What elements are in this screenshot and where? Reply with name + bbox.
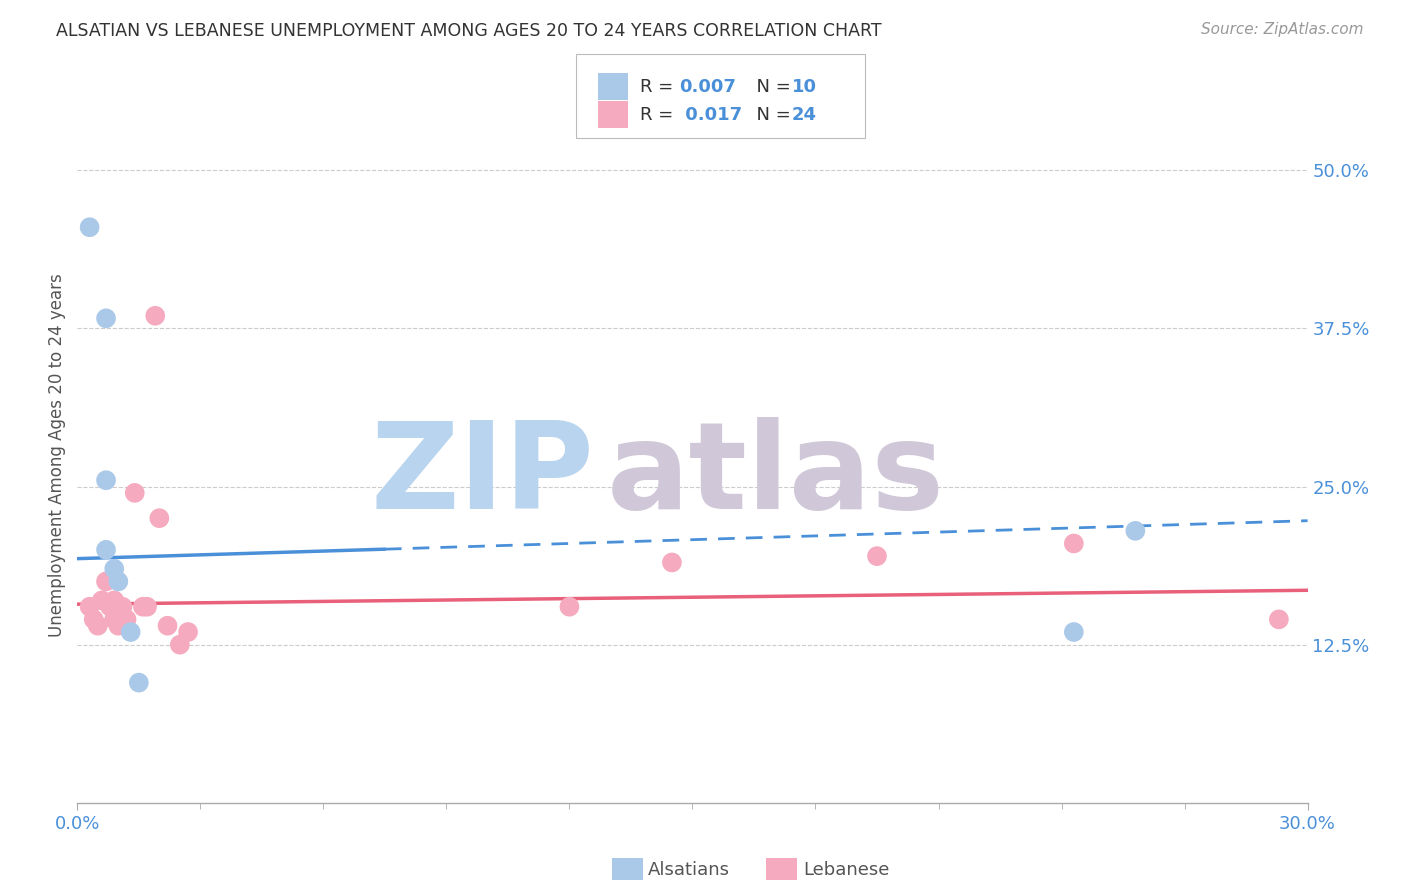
Text: 0.017: 0.017	[679, 106, 742, 124]
Point	[1063, 625, 1085, 640]
Point	[177, 625, 200, 640]
Point	[87, 618, 110, 632]
Point	[103, 593, 125, 607]
Point	[103, 612, 125, 626]
Text: ALSATIAN VS LEBANESE UNEMPLOYMENT AMONG AGES 20 TO 24 YEARS CORRELATION CHART: ALSATIAN VS LEBANESE UNEMPLOYMENT AMONG …	[56, 22, 882, 40]
Text: N =: N =	[745, 106, 797, 124]
Text: Source: ZipAtlas.com: Source: ZipAtlas.com	[1201, 22, 1364, 37]
Point	[94, 542, 117, 557]
Point	[107, 618, 129, 632]
Point	[1063, 536, 1085, 550]
Point	[156, 618, 179, 632]
Point	[124, 486, 146, 500]
Point	[120, 625, 142, 640]
Text: N =: N =	[745, 78, 797, 95]
Point	[94, 574, 117, 589]
Point	[107, 574, 129, 589]
Y-axis label: Unemployment Among Ages 20 to 24 years: Unemployment Among Ages 20 to 24 years	[48, 273, 66, 637]
Text: Alsatians: Alsatians	[648, 861, 730, 879]
Point	[83, 612, 105, 626]
Text: R =: R =	[640, 106, 679, 124]
Point	[866, 549, 889, 563]
Point	[148, 511, 170, 525]
Text: atlas: atlas	[606, 417, 945, 534]
Text: 0.007: 0.007	[679, 78, 735, 95]
Point	[558, 599, 581, 614]
Text: Lebanese: Lebanese	[803, 861, 889, 879]
Point	[128, 675, 150, 690]
Point	[132, 599, 155, 614]
Point	[136, 599, 159, 614]
Point	[1268, 612, 1291, 626]
Point	[661, 556, 683, 570]
Point	[94, 311, 117, 326]
Point	[115, 612, 138, 626]
Text: 24: 24	[792, 106, 817, 124]
Point	[169, 638, 191, 652]
Point	[1125, 524, 1147, 538]
Point	[79, 599, 101, 614]
Point	[79, 220, 101, 235]
Point	[94, 473, 117, 487]
Point	[98, 599, 121, 614]
Point	[103, 562, 125, 576]
Text: 10: 10	[792, 78, 817, 95]
Text: R =: R =	[640, 78, 679, 95]
Point	[143, 309, 166, 323]
Text: ZIP: ZIP	[370, 417, 595, 534]
Point	[90, 593, 114, 607]
Point	[111, 599, 134, 614]
